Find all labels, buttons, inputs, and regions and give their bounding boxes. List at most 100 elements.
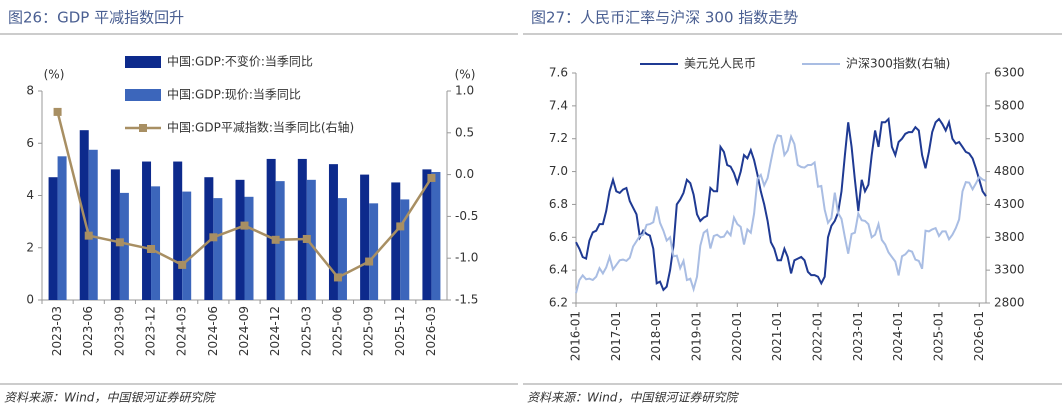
bar [119, 192, 129, 300]
x-tick-label: 2022-01 [810, 311, 824, 361]
x-tick-label: 2024-09 [237, 306, 251, 356]
y2-tick-label: 6300 [994, 66, 1025, 80]
y-tick-label: 2 [26, 240, 34, 254]
bar [235, 179, 245, 300]
legend-label: 美元兑人民币 [684, 57, 756, 71]
x-tick-label: 2024-12 [268, 306, 282, 356]
bar [88, 149, 98, 300]
bar [422, 169, 432, 300]
y-tick-label: 7.0 [549, 164, 568, 178]
y2-tick-label: 2800 [994, 296, 1025, 310]
x-tick-label: 2023-03 [50, 306, 64, 356]
marker [396, 222, 405, 231]
marker [53, 107, 62, 116]
y2-tick-label: 0.5 [455, 125, 474, 139]
source: 资料来源：Wind，中国银河证券研究院 [527, 391, 739, 405]
legend-label: 沪深300指数(右轴) [846, 56, 950, 71]
x-tick-label: 2018-01 [649, 311, 663, 361]
y-tick-label: 6 [26, 136, 34, 150]
marker [178, 260, 187, 269]
bar [57, 156, 67, 300]
bar [151, 186, 161, 300]
x-tick-label: 2016-01 [569, 311, 583, 361]
x-tick-label: 2024-06 [206, 306, 220, 356]
chart-title: 图27：人民币汇率与沪深 300 指数走势 [531, 9, 798, 27]
chart-title: 图26：GDP 平减指数回升 [8, 9, 184, 27]
y-tick-label: 8 [26, 84, 34, 98]
y2-tick-label: 0.0 [455, 167, 474, 181]
y2-tick-label: 4800 [994, 164, 1025, 178]
marker [84, 231, 93, 240]
y-tick-label: 6.8 [549, 197, 568, 211]
x-tick-label: 2025-12 [393, 306, 407, 356]
bar [204, 177, 214, 300]
x-tick-label: 2019-01 [689, 311, 703, 361]
bar [266, 158, 276, 300]
x-tick-label: 2026-03 [424, 306, 438, 356]
y2-tick-label: -1.0 [455, 251, 478, 265]
x-tick-label: 2023-09 [112, 306, 126, 356]
marker [271, 235, 280, 244]
bar [182, 191, 192, 300]
bar [173, 161, 183, 300]
y-tick-label: 6.6 [549, 230, 568, 244]
bar [391, 182, 401, 300]
marker [427, 173, 436, 182]
legend-label: 中国:GDP平减指数:当季同比(右轴) [167, 120, 354, 135]
line [575, 116, 987, 292]
marker [365, 257, 374, 266]
y-tick-label: 7.6 [549, 66, 568, 80]
x-tick-label: 2021-01 [770, 311, 784, 361]
y-tick-label: 0 [26, 293, 34, 307]
bar [369, 203, 379, 300]
bar [48, 177, 58, 300]
legend-swatch [125, 56, 161, 68]
source: 资料来源：Wind，中国银河证券研究院 [4, 391, 216, 405]
legend-swatch [125, 89, 161, 101]
y-tick-label: 7.4 [549, 98, 568, 112]
x-tick-label: 2023-06 [81, 306, 95, 356]
y2-tick-label: 3300 [994, 263, 1025, 277]
marker [240, 221, 249, 230]
y2-unit: (%) [455, 68, 476, 82]
x-tick-label: 2020-01 [730, 311, 744, 361]
x-tick-label: 2025-03 [299, 306, 313, 356]
bar [306, 179, 316, 300]
x-tick-label: 2017-01 [609, 311, 623, 361]
y-tick-label: 7.2 [549, 131, 568, 145]
y-tick-label: 6.4 [549, 263, 568, 277]
x-tick-label: 2024-01 [891, 311, 905, 361]
bar [431, 171, 441, 300]
x-tick-label: 2023-12 [144, 306, 158, 356]
line [575, 133, 987, 294]
y2-tick-label: 3800 [994, 230, 1025, 244]
bar [400, 199, 410, 300]
y2-tick-label: -0.5 [455, 209, 478, 223]
marker [302, 234, 311, 243]
y-tick-label: 6.2 [549, 296, 568, 310]
y2-tick-label: 4300 [994, 197, 1025, 211]
x-tick-label: 2023-01 [851, 311, 865, 361]
marker [209, 233, 218, 242]
legend-label: 中国:GDP:不变价:当季同比 [167, 54, 313, 69]
marker [115, 238, 124, 247]
bar [297, 158, 307, 300]
bar [337, 198, 347, 300]
y-unit: (%) [44, 68, 65, 82]
legend-marker [139, 124, 147, 132]
bar [360, 174, 370, 300]
y-tick-label: 4 [26, 188, 34, 202]
y2-tick-label: 5800 [994, 98, 1025, 112]
bar [213, 198, 223, 300]
x-tick-label: 2025-01 [931, 311, 945, 361]
x-tick-label: 2026-01 [972, 311, 986, 361]
y2-tick-label: -1.5 [455, 293, 478, 307]
bar [110, 169, 120, 300]
bar [328, 164, 338, 300]
marker [147, 245, 156, 254]
bar [142, 161, 152, 300]
x-tick-label: 2024-03 [175, 306, 189, 356]
marker [333, 273, 342, 282]
bar [244, 196, 254, 300]
